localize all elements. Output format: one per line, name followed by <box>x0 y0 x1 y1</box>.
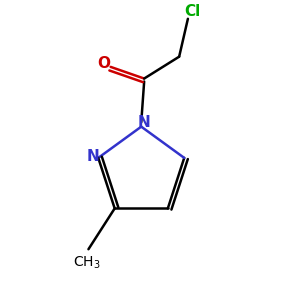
Text: CH$_3$: CH$_3$ <box>73 254 101 271</box>
Text: O: O <box>98 56 111 71</box>
Text: N: N <box>137 115 150 130</box>
Text: Cl: Cl <box>184 4 200 19</box>
Text: N: N <box>87 149 99 164</box>
